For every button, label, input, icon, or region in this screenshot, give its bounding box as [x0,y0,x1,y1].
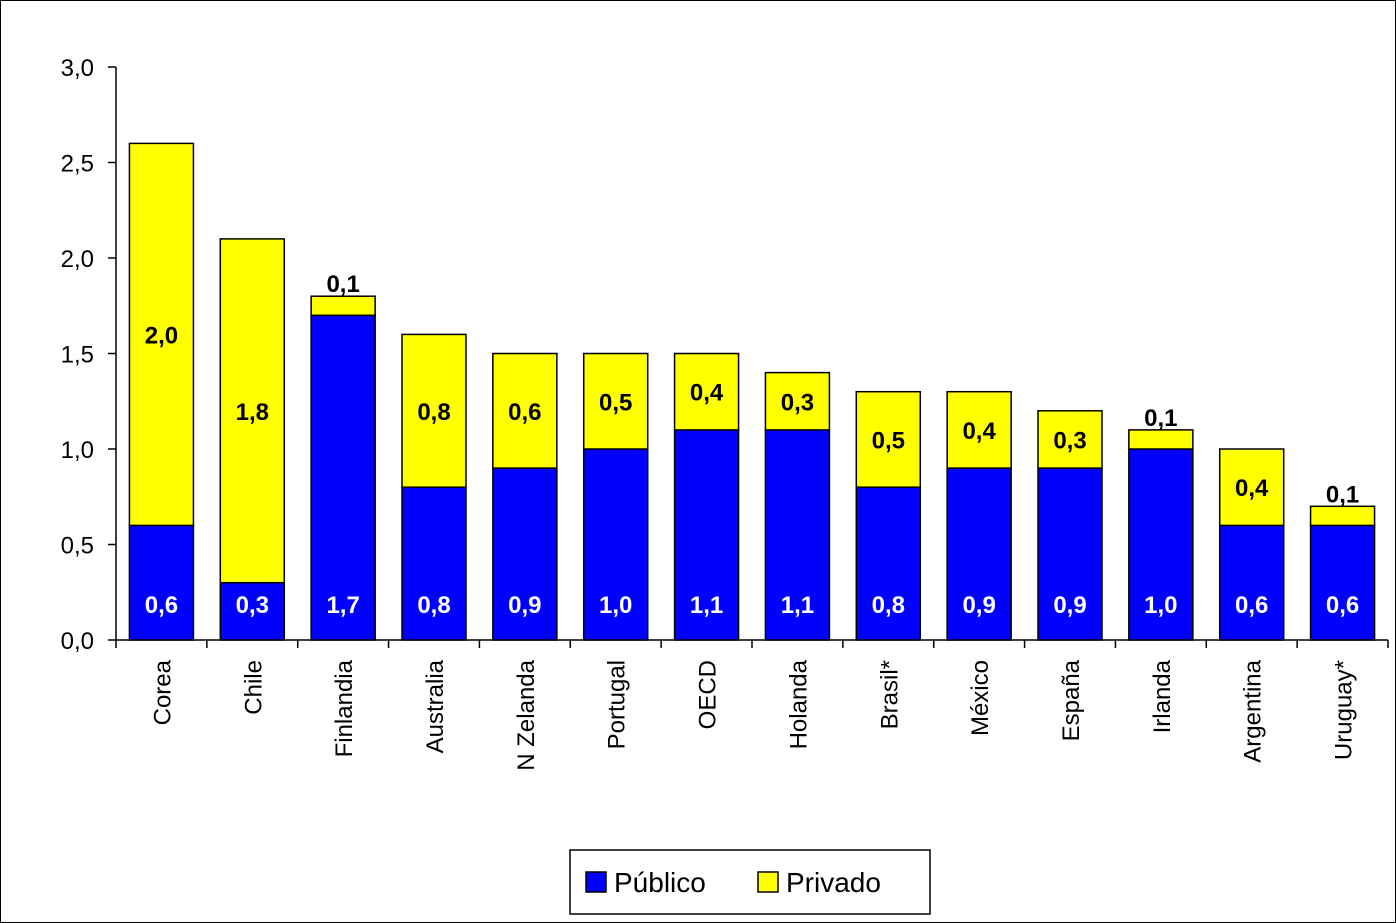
data-label-publico: 1,0 [1144,592,1177,619]
data-label-publico: 0,6 [1235,592,1268,619]
bar-privado [673,352,740,431]
data-label-publico: 0,9 [1053,592,1086,619]
data-label-privado: 0,4 [1235,475,1269,502]
y-tick-label: 3,0 [61,55,94,82]
data-label-privado: 2,0 [145,322,178,349]
data-label-publico: 0,9 [962,592,995,619]
data-label-privado: 1,8 [236,399,269,426]
x-category-label: Uruguay* [1331,660,1358,760]
data-label-privado: 0,3 [781,389,814,416]
x-category-label: Corea [149,659,176,725]
data-label-publico: 1,1 [690,592,723,619]
data-label-publico: 0,6 [1326,592,1359,619]
bar-publico [492,467,558,641]
bar-privado [1218,448,1285,527]
y-tick-label: 1,0 [61,437,94,464]
bar-privado [401,333,467,488]
bar-privado [582,352,649,450]
data-label-privado: 0,4 [962,418,996,445]
bar-privado [492,352,558,469]
bar-publico [1218,524,1285,641]
bar-privado [1128,429,1194,450]
bar-publico [855,486,922,641]
legend-swatch-privado [757,871,779,893]
x-category-label: OECD [695,660,722,729]
y-tick-label: 2,0 [61,246,94,273]
bar-privado [310,295,376,317]
bar-publico [128,524,195,641]
data-label-publico: 1,1 [781,592,814,619]
legend-box [569,849,931,915]
data-label-publico: 0,9 [508,592,541,619]
data-label-privado: 0,6 [508,399,541,426]
x-category-label: Australia [422,659,449,753]
bar-privado [1037,410,1103,469]
data-label-publico: 0,3 [236,592,269,619]
data-label-privado: 0,5 [872,427,905,454]
data-label-privado: 0,4 [690,380,724,407]
bar-publico [1309,524,1376,641]
data-label-privado: 0,8 [417,399,450,426]
data-label-privado: 0,1 [1144,405,1177,432]
bar-publico [310,314,376,641]
y-tick-label: 0,5 [61,533,94,560]
bar-privado [128,142,195,527]
bar-privado [219,238,286,584]
x-category-label: Brasil* [876,660,903,729]
legend-swatch-publico [585,871,607,893]
data-label-privado: 0,3 [1053,427,1086,454]
bar-privado [946,390,1012,469]
bar-publico [673,429,740,641]
x-category-label: Portugal [604,660,631,749]
bar-publico [401,486,467,641]
bar-publico [946,467,1012,641]
x-category-label: Irlanda [1149,659,1176,733]
data-label-privado: 0,1 [326,271,359,298]
data-label-privado: 0,1 [1326,481,1359,508]
data-label-publico: 0,6 [145,592,178,619]
x-category-label: Argentina [1240,659,1267,762]
y-tick-label: 2,5 [61,151,94,178]
bar-privado [764,371,831,431]
x-category-label: Holanda [785,659,812,749]
legend-label-publico: Público [614,867,706,898]
y-tick-label: 1,5 [61,342,94,369]
data-label-publico: 0,8 [872,592,905,619]
y-tick-label: 0,0 [61,628,94,655]
legend-label-privado: Privado [786,867,881,898]
data-label-privado: 0,5 [599,389,632,416]
x-category-label: N Zelanda [513,659,540,770]
x-category-label: México [967,660,994,736]
bar-publico [1128,448,1194,641]
x-category-label: Finlandia [331,659,358,757]
bar-publico [1037,467,1103,641]
bar-publico [582,448,649,641]
data-label-publico: 1,7 [326,592,359,619]
data-label-publico: 1,0 [599,592,632,619]
bar-privado [855,390,922,488]
data-label-publico: 0,8 [417,592,450,619]
bar-privado [1309,505,1376,527]
x-category-label: España [1058,659,1085,741]
x-category-label: Chile [240,660,267,715]
